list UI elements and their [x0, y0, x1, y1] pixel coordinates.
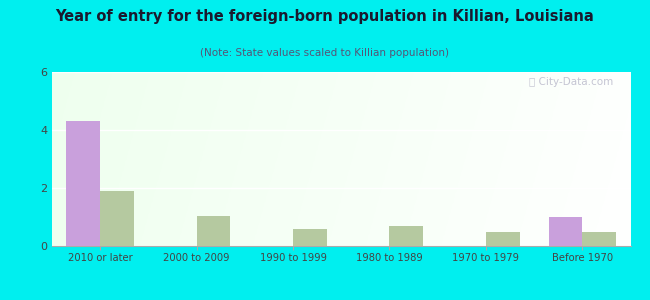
Bar	[582, 232, 616, 246]
Bar	[100, 191, 134, 246]
Bar	[66, 121, 100, 246]
Bar	[196, 215, 230, 246]
Bar	[196, 215, 230, 246]
Text: Year of entry for the foreign-born population in Killian, Louisiana: Year of entry for the foreign-born popul…	[56, 9, 594, 24]
Bar	[66, 121, 100, 246]
Bar	[293, 229, 327, 246]
Bar	[582, 232, 616, 246]
Text: ⓘ City-Data.com: ⓘ City-Data.com	[529, 77, 613, 87]
Bar	[486, 232, 519, 246]
Bar	[293, 229, 327, 246]
Bar	[549, 217, 582, 246]
Bar	[389, 226, 423, 246]
Bar	[100, 191, 134, 246]
Bar	[549, 217, 582, 246]
Text: (Note: State values scaled to Killian population): (Note: State values scaled to Killian po…	[200, 48, 450, 58]
Bar	[389, 226, 423, 246]
Bar	[486, 232, 519, 246]
